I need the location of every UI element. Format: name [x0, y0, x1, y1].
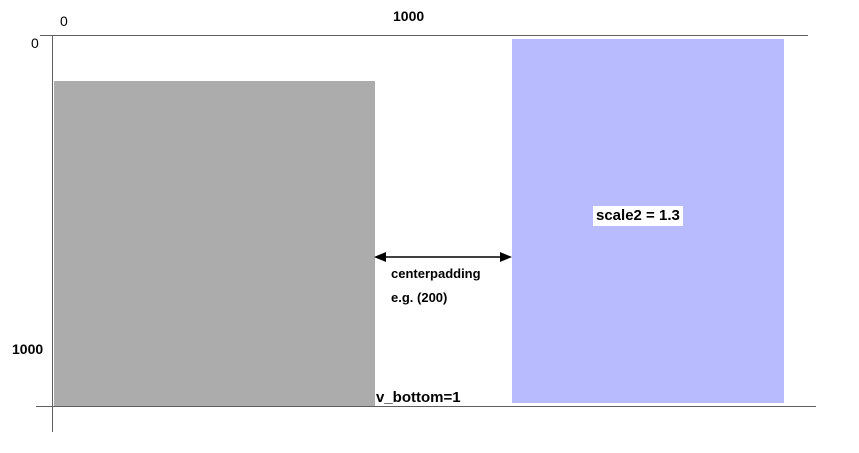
left-axis-line	[52, 35, 53, 432]
centerpadding-label: centerpadding	[391, 266, 481, 281]
double-arrow-icon	[374, 252, 512, 262]
gray-rectangle	[54, 81, 375, 406]
bottom-axis-line	[36, 406, 816, 407]
top-axis-line	[40, 35, 808, 36]
y-axis-start-label: 0	[31, 35, 39, 51]
x-axis-start-label: 0	[60, 13, 68, 29]
scale-label: scale2 = 1.3	[593, 206, 683, 226]
padding-example-label: e.g. (200)	[391, 290, 448, 305]
x-axis-end-label: 1000	[393, 8, 425, 24]
v-bottom-label: v_bottom=1	[376, 389, 461, 406]
y-axis-end-label: 1000	[12, 341, 44, 357]
